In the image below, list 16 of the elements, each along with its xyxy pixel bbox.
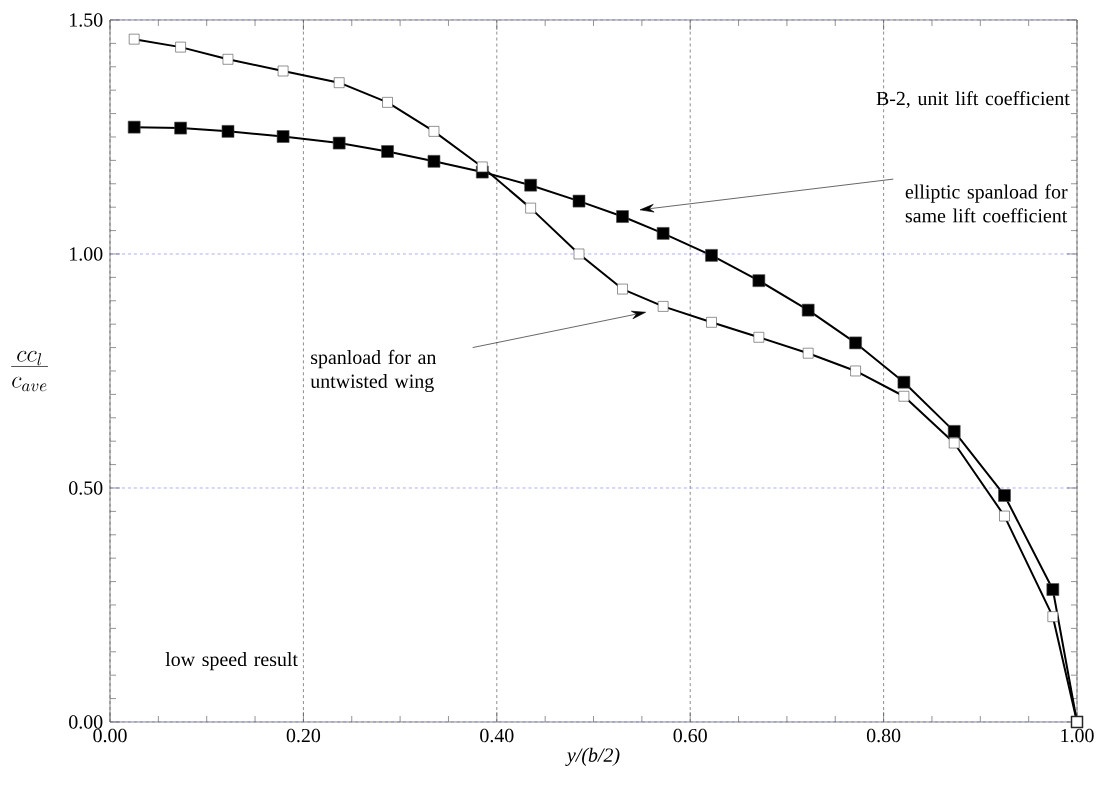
x-tick-label: 1.00 — [1061, 728, 1094, 743]
x-tick-label: 0.80 — [866, 728, 901, 743]
y-axis-title: $\frac{cc_l}{c_{ave}}$ — [11, 350, 48, 392]
y-tick-label: 0.50 — [69, 481, 103, 495]
x-axis-title: y/(b/2) — [565, 747, 620, 766]
y-tick-label: 1.00 — [70, 247, 103, 261]
x-tick-label: 0.00 — [93, 728, 127, 743]
x-tick-label: 0.60 — [673, 728, 707, 743]
x-tick-label: 0.20 — [286, 728, 321, 743]
y-tick-label: 1.50 — [70, 13, 103, 27]
y-tick-label: 0.00 — [69, 715, 103, 729]
annotation: B-2, unit lift coefficient — [876, 90, 1070, 109]
x-tick-label: 0.40 — [480, 728, 514, 743]
annotation: elliptic spanload for same lift coefficient — [905, 184, 1068, 223]
annotation: spanload for an untwisted wing — [310, 349, 437, 393]
annotation: low speed result — [165, 652, 298, 671]
